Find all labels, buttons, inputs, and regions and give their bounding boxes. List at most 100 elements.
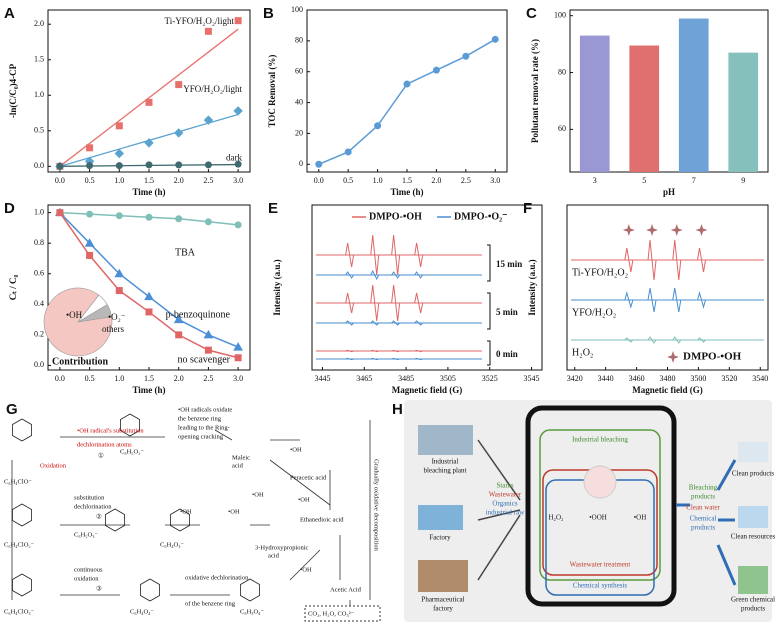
series-label: p-benzoquinone (166, 309, 231, 320)
marker (86, 144, 94, 152)
x-axis-label: Magnetic field (G) (632, 385, 702, 395)
epr-peak (370, 349, 379, 353)
epr-peak (647, 239, 657, 281)
marker (344, 148, 352, 156)
scheme-text: C₆H₃O₄⁻ (240, 608, 265, 615)
marker (84, 238, 95, 247)
x-tick-label: 1.0 (373, 176, 383, 185)
legend-label: DMPO-•OH (369, 211, 422, 222)
series-label: YFO/H₂O₂/light (183, 84, 242, 94)
product-icon (738, 442, 768, 462)
group-label: 5 min (496, 307, 518, 317)
panel-label: F (523, 200, 532, 217)
scheme-text: oxidative dechlorination (185, 574, 249, 581)
epr-peak (697, 247, 707, 273)
benzene-ring (240, 578, 260, 602)
epr-peak (647, 287, 657, 313)
epr-peak (647, 336, 657, 344)
scheme-text: •OH (252, 491, 264, 498)
panel-h-background (404, 400, 772, 622)
marker (204, 346, 212, 354)
factory-icon (418, 505, 463, 530)
scheme-text: C₆H₄ClO₃⁻ (4, 608, 35, 615)
y-tick-label: 0 (299, 159, 303, 168)
molecule-icon (583, 465, 617, 499)
series-label: TBA (175, 247, 196, 258)
fit-line (59, 28, 239, 167)
scheme-text: Oxidation (40, 462, 67, 469)
marker (86, 210, 94, 218)
x-axis-label: pH (663, 187, 675, 197)
scheme-text: •OH (180, 508, 192, 515)
x-tick-label: 0.0 (55, 374, 65, 383)
diagram-text: factory (433, 605, 453, 613)
epr-peak (345, 349, 354, 353)
scheme-text: opening cracking (178, 433, 224, 440)
marker (144, 291, 154, 301)
x-tick-label: 0.0 (55, 176, 65, 185)
marker (86, 162, 94, 170)
x-tick-label: 3520 (721, 374, 737, 383)
x-tick-label: 2.0 (431, 176, 441, 185)
pie-title: Contribution (52, 356, 109, 367)
diagram-text: Industrial bleaching (572, 436, 628, 444)
scheme-text: leading to the Ring- (178, 424, 230, 431)
panel-label: G (6, 401, 18, 418)
scheme-text: 3-Hydroxypropionic (255, 544, 309, 551)
diagram-text: products (691, 493, 715, 501)
scheme-text: ③ (96, 584, 102, 592)
x-axis-label: Magnetic field (G) (392, 385, 462, 395)
epr-peak (345, 271, 355, 279)
epr-peak (370, 320, 380, 326)
x-tick-label: 3420 (567, 374, 583, 383)
marker (234, 354, 242, 362)
diagram-text: Pharmaceutical (421, 596, 464, 604)
scheme-text: dechlorination (74, 503, 112, 510)
marker (374, 122, 382, 130)
epr-peak (345, 292, 355, 314)
end-products-box (304, 605, 381, 622)
x-tick-label: 5 (642, 176, 646, 185)
marker (234, 17, 242, 25)
x-tick-label: 3480 (660, 374, 676, 383)
star (646, 224, 659, 236)
scheme-text: Maleic (232, 454, 250, 461)
marker (403, 80, 411, 88)
panel-label: C (526, 5, 537, 22)
epr-peak (391, 320, 400, 326)
bracket (487, 340, 491, 366)
marker (204, 27, 212, 35)
diagram-text: bleaching plant (424, 467, 467, 475)
epr-peak (624, 337, 634, 343)
input-arrows (477, 439, 521, 581)
y-tick-label: 100 (291, 5, 303, 14)
y-tick-label: 80 (295, 36, 303, 45)
x-tick-label: 0.5 (343, 176, 353, 185)
pie-slice (77, 304, 112, 323)
x-tick-label: 2.5 (461, 176, 471, 185)
scheme-text: C₆H₄O₃⁻ (160, 541, 185, 548)
marker (175, 331, 183, 339)
series-label: no scavenger (178, 354, 231, 365)
epr-peak (391, 234, 401, 276)
x-tick-label: 1.5 (144, 176, 154, 185)
scheme-text: Acetic Acid (330, 586, 362, 593)
x-tick-label: 3505 (440, 374, 456, 383)
scheme-arrows (11, 420, 371, 606)
marker (203, 115, 214, 125)
diagram-text: products (691, 524, 715, 532)
star (670, 224, 683, 236)
epr-peak (370, 284, 380, 322)
bar (728, 52, 759, 173)
x-tick-label: 0.0 (314, 176, 324, 185)
diagram-text: Green chemical (731, 596, 775, 604)
y-axis-label: -ln(C/C₀)4-CP (8, 63, 18, 118)
y-tick-label: 60 (295, 67, 303, 76)
marker (233, 342, 243, 351)
diagram-text: Clean resources (731, 533, 776, 541)
y-tick-label: 0.2 (34, 330, 44, 339)
benzene-ring (120, 413, 140, 437)
diagram-text: industrial raw (486, 509, 526, 517)
marker (173, 128, 184, 138)
group-label: 0 min (496, 349, 518, 359)
